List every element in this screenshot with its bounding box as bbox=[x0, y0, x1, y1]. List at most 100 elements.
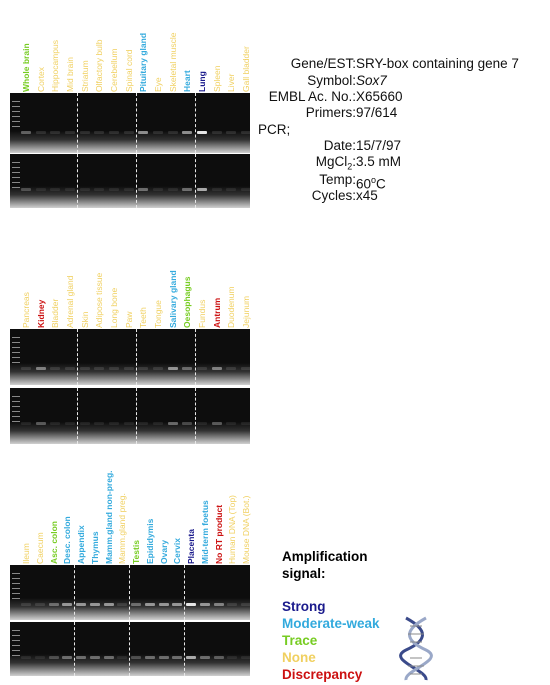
lane-label: Spleen bbox=[211, 65, 222, 92]
lane-group-divider bbox=[77, 329, 79, 385]
lane-label: Spinal cord bbox=[123, 49, 134, 92]
gel-band bbox=[241, 656, 250, 659]
lane-label: Hippocampus bbox=[50, 40, 61, 92]
gel-band bbox=[65, 188, 75, 191]
lane-label: Pituitary gland bbox=[138, 32, 149, 92]
date-key: Date: bbox=[323, 138, 356, 153]
legend-title-2: signal: bbox=[282, 566, 326, 581]
lane-label: Caecum bbox=[34, 532, 45, 564]
ladder-band bbox=[12, 396, 20, 397]
gel-band bbox=[153, 131, 163, 134]
lane-label: Teeth bbox=[138, 307, 149, 328]
gel-band bbox=[186, 656, 196, 659]
lane-label: Cerebellum bbox=[109, 48, 119, 92]
gel-primer-glow bbox=[10, 422, 250, 444]
gel-band bbox=[21, 131, 31, 134]
cycles-value: x45 bbox=[356, 188, 378, 203]
gel-band bbox=[186, 603, 196, 606]
gel-band bbox=[131, 656, 141, 659]
lane-group-divider bbox=[129, 565, 131, 620]
embl-key: EMBL Ac. No.: bbox=[268, 89, 356, 104]
gel-band bbox=[21, 422, 31, 425]
gel-band bbox=[172, 656, 183, 659]
gel-band bbox=[211, 188, 222, 191]
lane-label: Cervix bbox=[172, 538, 183, 564]
lane-labels-3: Ileum Caecum Asc. colon Desc. colon Appendix… bbox=[10, 448, 251, 565]
gel-band bbox=[153, 422, 163, 425]
ladder-band bbox=[12, 126, 20, 127]
embl-value: X65660 bbox=[356, 89, 403, 104]
dna-helix-icon bbox=[399, 616, 433, 681]
symbol-key: Symbol: bbox=[307, 73, 356, 88]
ladder-band bbox=[12, 421, 20, 422]
ladder-band bbox=[12, 187, 20, 188]
gel-band bbox=[34, 656, 45, 659]
lane-label: Paw bbox=[123, 311, 134, 328]
ladder-band bbox=[12, 411, 20, 412]
ladder-band bbox=[12, 347, 20, 348]
lane-label: Ovary bbox=[158, 539, 169, 564]
lane-label: Tongue bbox=[153, 300, 163, 328]
gel-band bbox=[76, 656, 86, 659]
lane-label: Mid-term foetus bbox=[199, 500, 210, 564]
gel-top-2 bbox=[10, 329, 250, 385]
gel-band bbox=[94, 188, 105, 191]
ladder-band bbox=[12, 635, 20, 636]
lane-label: Fundus bbox=[197, 299, 207, 328]
gel-band bbox=[21, 367, 31, 370]
gel-band bbox=[79, 422, 90, 425]
ladder-band bbox=[12, 167, 20, 168]
gel-band bbox=[79, 131, 90, 134]
gel-band bbox=[103, 603, 114, 606]
gel-band bbox=[197, 188, 207, 191]
gel-band bbox=[199, 656, 210, 659]
gel-band bbox=[211, 131, 222, 134]
lane-label: Liver bbox=[226, 73, 237, 92]
gel-band bbox=[167, 188, 178, 191]
gel-band bbox=[123, 188, 134, 191]
ladder-band bbox=[12, 645, 20, 646]
gel-band bbox=[144, 656, 155, 659]
lane-label: Salivary gland bbox=[167, 270, 178, 328]
gel-band bbox=[138, 131, 149, 134]
gel-band bbox=[21, 188, 31, 191]
gel-bottom-2 bbox=[10, 388, 250, 444]
gel-band bbox=[158, 603, 169, 606]
lane-label: Pancreas bbox=[21, 292, 31, 328]
gel-bottom-3 bbox=[10, 622, 250, 676]
gel-band bbox=[197, 367, 207, 370]
lane-group-divider bbox=[136, 388, 137, 444]
gel-band bbox=[123, 131, 134, 134]
lane-label: Mouse DNA (Bot.) bbox=[241, 495, 251, 565]
amplification-legend: Amplification signal: Strong Moderate-we… bbox=[282, 548, 380, 683]
lane-group-divider bbox=[184, 565, 186, 620]
gel-band bbox=[35, 131, 46, 134]
lane-label: Heart bbox=[182, 70, 193, 92]
legend-none: None bbox=[282, 650, 316, 665]
lane-group-divider bbox=[194, 93, 196, 153]
gel-band bbox=[103, 656, 114, 659]
lane-label: Thymus bbox=[89, 531, 100, 564]
lane-label: Desc. colon bbox=[62, 516, 73, 564]
gel-band bbox=[21, 656, 31, 659]
lane-group-divider bbox=[129, 622, 131, 676]
lane-group-divider bbox=[74, 565, 76, 620]
pcr-info: Gene/EST: SRY-box containing gene 7 Symb… bbox=[250, 56, 550, 216]
ladder-band bbox=[12, 121, 20, 122]
lane-label: Jejunum bbox=[241, 295, 251, 328]
lane-group-divider bbox=[136, 329, 137, 385]
gel-band bbox=[94, 131, 105, 134]
gel-band bbox=[89, 656, 100, 659]
gene-key: Gene/EST: bbox=[290, 56, 356, 71]
lane-label: Mamm.gland preg. bbox=[117, 493, 128, 564]
gel-band bbox=[241, 367, 250, 370]
lane-group-divider bbox=[77, 388, 79, 444]
gel-band bbox=[21, 603, 31, 606]
lane-label: Mamm.gland non-preg. bbox=[103, 470, 114, 565]
gel-band bbox=[241, 603, 250, 606]
ladder-band bbox=[12, 342, 20, 343]
ladder-band bbox=[12, 416, 20, 417]
lane-labels-2: Pancreas Kidney Bladder Adrenal gland Skin Ad… bbox=[10, 270, 251, 328]
gel-band bbox=[94, 367, 105, 370]
gel-band bbox=[182, 422, 193, 425]
